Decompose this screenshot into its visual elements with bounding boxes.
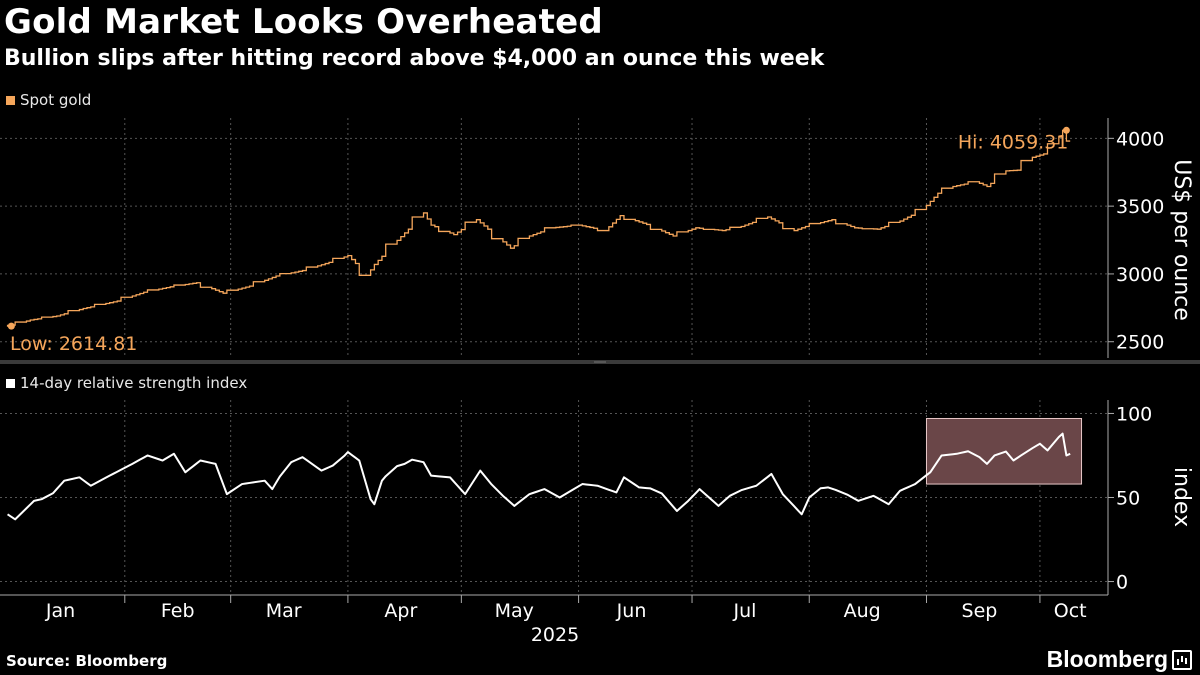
legend-label-gold: Spot gold [20,91,92,109]
gold-high-label: Hi: 4059.31 [958,131,1069,153]
x-tick-label: Sep [962,600,998,622]
x-tick-label: Feb [161,600,195,622]
x-tick-label: Jan [45,600,75,622]
x-tick-label: Aug [844,600,881,622]
rsi-y-tick-label: 0 [1116,572,1128,594]
gold-y-tick-label: 3500 [1116,196,1164,218]
gold-y-tick-label: 3000 [1116,264,1164,286]
x-tick-label: May [495,600,534,622]
gold-high-marker [1062,126,1070,134]
source-note: Source: Bloomberg [6,652,168,670]
rsi-line [7,432,1071,521]
legend-label-rsi: 14-day relative strength index [20,374,248,392]
y-axis-title-rsi: index [1169,467,1194,527]
chart-title: Gold Market Looks Overheated [4,2,603,42]
legend-swatch-rsi [6,378,15,388]
x-tick-label: Apr [384,600,417,622]
gold-y-tick-label: 2500 [1116,332,1164,354]
legend-rsi: 14-day relative strength index [6,374,247,392]
gold-y-tick-label: 4000 [1116,128,1164,150]
gold-low-marker [7,322,15,330]
chart-subtitle: Bullion slips after hitting record above… [4,46,825,71]
x-axis-year-label: 2025 [531,624,579,646]
gold-low-label: Low: 2614.81 [10,333,137,355]
legend-swatch-gold [6,95,15,105]
y-axis-title-gold: US$ per ounce [1169,159,1194,321]
legend-spot-gold: Spot gold [6,91,91,109]
grid-layer [0,118,1108,595]
rsi-y-tick-label: 100 [1116,403,1152,425]
x-tick-label: Jun [616,600,647,622]
axis-layer: Jan Feb Mar Apr May Jun Jul Aug Sep Oct 2500 3000 35… [45,128,1165,622]
x-tick-label: Oct [1054,600,1087,622]
x-tick-label: Jul [733,600,757,622]
brand-logo: Bloomberg [1046,646,1168,672]
x-tick-label: Mar [266,600,302,622]
gold-price-line [6,129,1071,327]
terminal-icon [1172,650,1192,670]
series-layer: Hi: 4059.31 Low: 2614.81 [6,126,1071,521]
rsi-y-tick-label: 50 [1116,488,1140,510]
